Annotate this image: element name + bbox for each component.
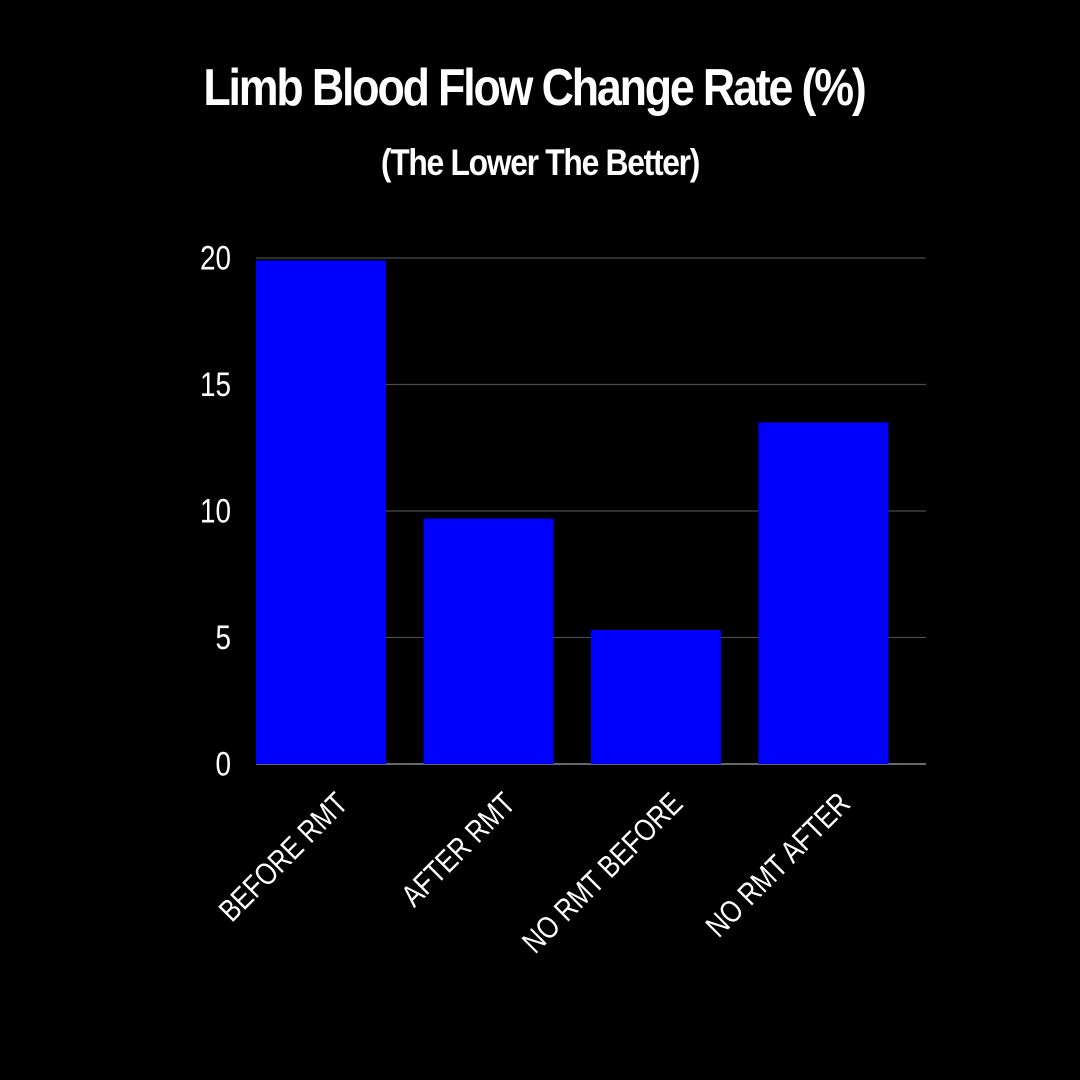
- chart-subtitle: (The Lower The Better): [380, 142, 700, 183]
- x-tick-label: NO RMT AFTER: [699, 786, 857, 944]
- bar: [256, 260, 386, 764]
- y-tick-label: 20: [200, 239, 231, 277]
- y-tick-label: 5: [215, 618, 231, 656]
- y-tick-label: 0: [215, 745, 231, 783]
- y-tick-label: 15: [200, 365, 231, 403]
- x-tick-label: NO RMT BEFORE: [516, 786, 690, 960]
- x-tick-label: BEFORE RMT: [212, 786, 355, 929]
- bar: [591, 629, 721, 764]
- bar: [758, 422, 889, 764]
- y-tick-label: 10: [200, 492, 231, 530]
- bar: [423, 518, 554, 764]
- y-axis-ticks: 0 5 10 15 20: [200, 239, 231, 783]
- x-tick-label: AFTER RMT: [395, 786, 523, 914]
- chart-title: Limb Blood Flow Change Rate (%): [203, 59, 866, 117]
- bars: [256, 260, 889, 764]
